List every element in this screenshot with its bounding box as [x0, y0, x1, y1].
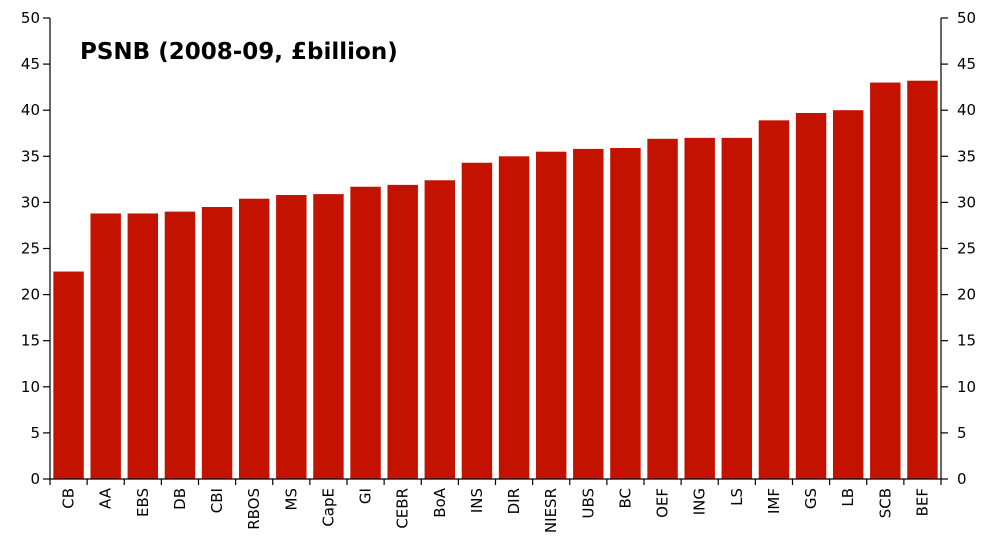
bar-ins	[461, 162, 493, 479]
bars-group	[53, 80, 938, 480]
category-label-ing: ING	[691, 488, 709, 515]
left-y-tick-label: 45	[21, 55, 40, 73]
bar-rbos	[238, 198, 270, 479]
bar-cape	[313, 194, 344, 479]
category-label-ms: MS	[282, 488, 300, 510]
category-label-gs: GS	[802, 488, 820, 509]
right-y-tick-label: 5	[957, 424, 967, 442]
left-y-tick-label: 25	[21, 240, 40, 258]
bar-ubs	[573, 148, 604, 480]
bar-scb	[870, 82, 901, 479]
category-label-boa: BoA	[431, 487, 449, 517]
right-y-tick-label: 15	[957, 332, 976, 350]
category-label-cb: CB	[60, 488, 78, 509]
right-y-tick-label: 0	[957, 470, 967, 488]
right-y-tick-label: 25	[957, 240, 976, 258]
bar-cbi	[201, 207, 233, 479]
bar-ls	[721, 137, 753, 480]
category-label-cape: CapE	[319, 488, 337, 527]
category-label-aa: AA	[97, 487, 115, 509]
category-label-dir: DIR	[505, 488, 523, 514]
left-y-tick-label: 15	[21, 332, 40, 350]
bar-lb	[832, 110, 864, 479]
right-y-tick-label: 30	[957, 193, 976, 211]
bar-bef	[907, 80, 938, 479]
bar-niesr	[535, 151, 567, 479]
category-label-bef: BEF	[913, 488, 931, 516]
category-label-cbi: CBI	[208, 488, 226, 513]
bar-db	[164, 211, 196, 479]
right-y-tick-label: 40	[957, 101, 976, 119]
category-label-ubs: UBS	[579, 488, 597, 519]
right-y-tick-label: 50	[957, 9, 976, 27]
category-label-lb: LB	[839, 488, 857, 507]
bar-ebs	[127, 213, 159, 479]
category-label-ins: INS	[468, 488, 486, 513]
left-y-tick-label: 5	[30, 424, 40, 442]
left-y-tick-label: 10	[21, 378, 40, 396]
category-label-ebs: EBS	[134, 488, 152, 517]
category-label-bc: BC	[616, 488, 634, 509]
left-y-tick-label: 30	[21, 193, 40, 211]
bar-gs	[795, 112, 827, 479]
right-y-tick-label: 20	[957, 286, 976, 304]
category-label-oef: OEF	[654, 488, 672, 518]
bar-cebr	[387, 184, 418, 479]
category-label-cebr: CEBR	[394, 488, 412, 529]
chart-title: PSNB (2008-09, £billion)	[80, 39, 398, 65]
right-y-tick-label: 45	[957, 55, 976, 73]
category-label-niesr: NIESR	[542, 488, 560, 533]
category-label-scb: SCB	[876, 488, 894, 518]
category-label-rbos: RBOS	[245, 488, 263, 530]
category-label-gi: GI	[357, 488, 375, 504]
category-label-ls: LS	[728, 488, 746, 506]
left-y-tick-label: 20	[21, 286, 40, 304]
axes-group: 0 0 5 5 10 10 15 15 20 20 25 25 30 30 35 35 40 40 45 45 50 50…	[21, 9, 976, 533]
right-y-tick-label: 35	[957, 147, 976, 165]
left-y-tick-label: 40	[21, 101, 40, 119]
bar-ms	[276, 195, 307, 479]
category-label-db: DB	[171, 488, 189, 510]
bar-bc	[610, 148, 641, 479]
category-label-imf: IMF	[765, 488, 783, 514]
left-y-tick-label: 50	[21, 9, 40, 27]
bar-oef	[647, 138, 678, 479]
bar-cb	[53, 271, 84, 479]
bar-gi	[350, 186, 381, 480]
bar-ing	[684, 137, 715, 480]
left-y-tick-label: 0	[30, 470, 40, 488]
bar-boa	[424, 180, 456, 479]
left-y-tick-label: 35	[21, 147, 40, 165]
bar-imf	[758, 120, 790, 479]
bar-dir	[498, 156, 530, 480]
right-y-tick-label: 10	[957, 378, 976, 396]
bar-aa	[90, 213, 121, 479]
